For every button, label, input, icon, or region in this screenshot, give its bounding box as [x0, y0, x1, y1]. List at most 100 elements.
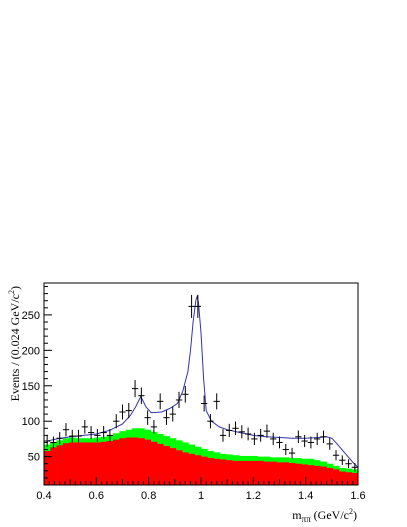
hist-bin-red [301, 464, 309, 485]
data-point [87, 426, 95, 440]
data-point [100, 426, 107, 440]
hist-bin-red [320, 466, 327, 485]
data-point [50, 436, 57, 449]
hist-bin-red [157, 443, 164, 485]
hist-bin-red [345, 472, 353, 485]
hist-bin-red [219, 459, 227, 485]
hist-bin-red [207, 458, 214, 485]
hist-bin-red [276, 462, 283, 485]
data-point [125, 402, 132, 419]
data-point [307, 436, 315, 449]
data-point [288, 447, 296, 459]
data-point [270, 432, 277, 446]
x-axis-title: mππ (GeV/c2) [292, 507, 357, 524]
hist-bin-red [94, 442, 101, 485]
hist-bin-red [238, 460, 246, 485]
data-point [301, 435, 308, 448]
data-point [138, 387, 145, 404]
data-point [182, 385, 189, 403]
x-tick-label: 1 [198, 490, 204, 502]
data-point [207, 414, 214, 429]
data-point [94, 429, 101, 442]
hist-bin-red [213, 458, 221, 485]
x-tick-labels: 0.4 0.6 0.8 1 1.2 1.4 1.6 [36, 490, 365, 502]
hist-bin-red [81, 442, 89, 485]
data-point [251, 432, 258, 446]
data-point [169, 406, 176, 422]
data-point [332, 450, 340, 461]
data-point [157, 393, 164, 410]
data-point [119, 404, 126, 420]
data-point [56, 432, 63, 445]
data-point [219, 429, 227, 442]
hist-bin-red [87, 442, 95, 485]
hist-bin-red [339, 471, 346, 485]
plot-area [43, 282, 359, 486]
x-tick-label: 1.2 [246, 490, 261, 502]
y-tick-labels: 50 100 150 200 250 [22, 310, 40, 464]
hist-bin-red [175, 450, 183, 485]
hist-bin-red [288, 463, 296, 485]
hist-bin-red [232, 460, 239, 485]
y-axis [44, 286, 52, 486]
hist-bin-red [270, 461, 277, 485]
hist-bin-red [326, 467, 334, 485]
hist-bin-red [44, 450, 51, 485]
hist-bin-red [56, 445, 64, 485]
hist-bin-red [169, 448, 177, 485]
data-point [62, 423, 70, 437]
data-point [213, 393, 220, 410]
data-point [339, 455, 346, 465]
hist-bin-red [144, 439, 152, 485]
data-point [226, 423, 233, 438]
hist-bin-red [257, 460, 265, 485]
hist-bin-red [307, 465, 315, 485]
y-tick-label: 50 [28, 452, 40, 464]
hist-bin-red [351, 472, 359, 485]
data-point [244, 427, 252, 441]
x-tick-label: 0.8 [141, 490, 156, 502]
data-point [163, 410, 170, 425]
hist-bin-red [314, 465, 321, 485]
data-point [106, 429, 114, 442]
hist-bin-red [69, 442, 76, 485]
hist-bin-red [75, 442, 82, 485]
hist-bin-red [113, 439, 120, 485]
data-point [69, 429, 76, 443]
data-point [282, 444, 289, 456]
hist-bin-red [263, 461, 271, 485]
data-point [188, 294, 195, 318]
hist-bin-red [188, 453, 196, 485]
y-axis-title: Events / (0.024 GeV/c2) [7, 286, 22, 401]
data-point [295, 430, 302, 444]
x-tick-label: 0.4 [36, 490, 51, 502]
hist-bin-red [163, 446, 170, 485]
y-tick-label: 200 [22, 345, 40, 357]
data-point [194, 294, 201, 318]
data-point [44, 435, 51, 448]
x-axis [43, 477, 359, 485]
data-point [144, 410, 151, 425]
data-point [232, 421, 239, 436]
data-point [326, 438, 333, 450]
hist-bin-red [119, 438, 126, 485]
data-point [150, 420, 158, 434]
hist-bin-red [194, 455, 202, 485]
x-tick-label: 1.4 [298, 490, 313, 502]
hist-bin-red [201, 456, 208, 485]
data-point [276, 436, 283, 449]
y-tick-label: 100 [22, 416, 40, 428]
hist-bin-red [138, 438, 145, 485]
x-tick-label: 1.6 [350, 490, 365, 502]
hist-bin-red [150, 441, 158, 485]
data-point [314, 432, 321, 446]
data-point [113, 414, 120, 429]
data-point [263, 424, 271, 438]
data-point [75, 429, 82, 443]
data-point [175, 391, 183, 409]
data-point [201, 395, 208, 412]
hist-bin-red [226, 460, 233, 485]
data-point [238, 425, 245, 439]
hist-bin-red [332, 469, 340, 485]
